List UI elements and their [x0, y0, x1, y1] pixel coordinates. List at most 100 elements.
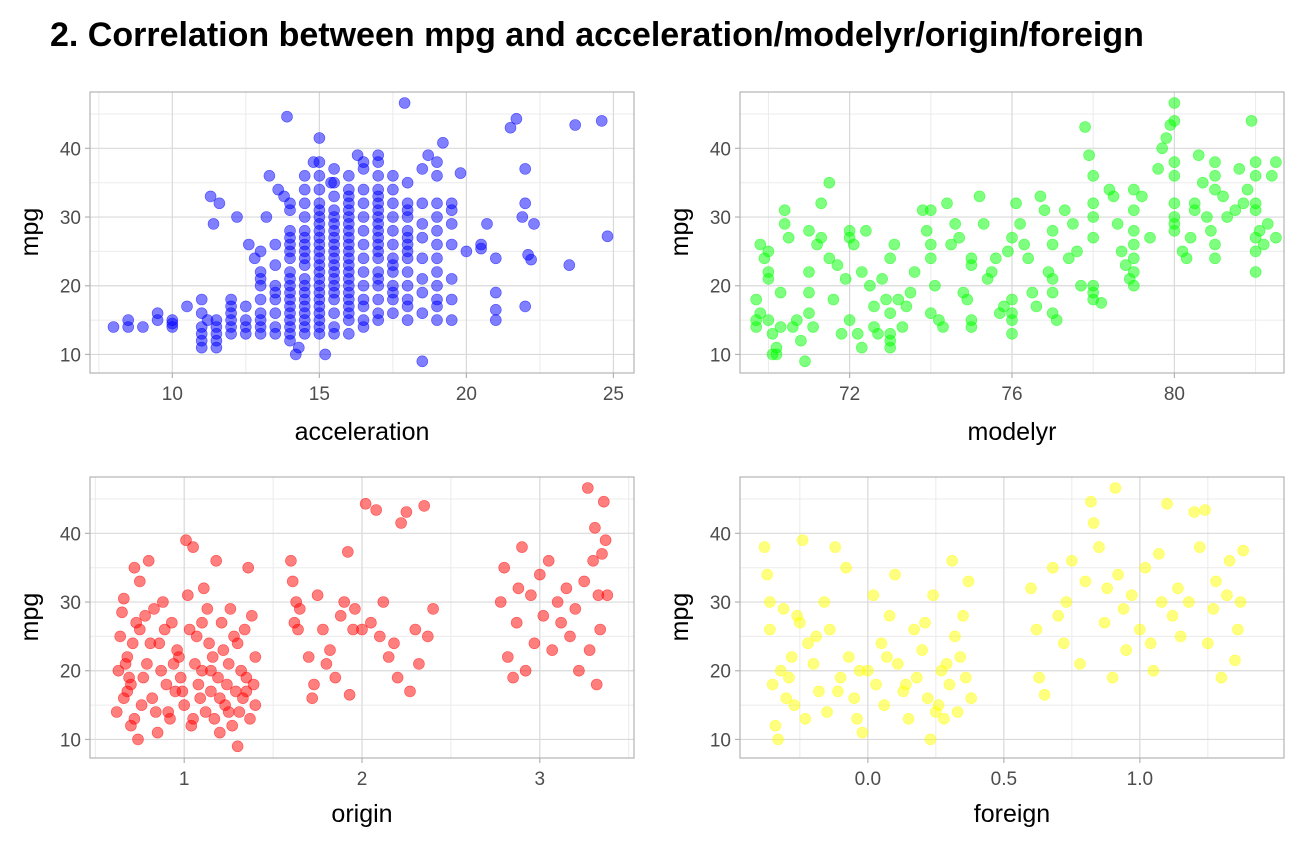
origin-point	[569, 603, 582, 615]
acceleration-point	[263, 170, 276, 182]
panel-modelyr: 72 76 80 10 20 30 40 modelyr mpg	[666, 91, 1285, 446]
acceleration-point	[431, 156, 443, 168]
modelyr-point	[1006, 327, 1018, 340]
origin-point	[324, 644, 336, 656]
origin-point	[206, 651, 219, 663]
origin-point	[142, 554, 155, 567]
origin-point	[205, 664, 217, 677]
acceleration-point	[416, 252, 429, 265]
acceleration-point	[328, 176, 340, 189]
modelyr-x-tick-label: 80	[1164, 384, 1185, 405]
modelyr-point	[847, 238, 860, 251]
origin-point	[150, 706, 162, 718]
acceleration-point	[269, 279, 282, 292]
origin-point	[343, 688, 356, 701]
acceleration-point	[569, 119, 582, 131]
modelyr-point	[924, 252, 937, 265]
origin-point	[240, 685, 253, 698]
modelyr-point	[1168, 225, 1181, 237]
modelyr-point	[1006, 231, 1018, 244]
modelyr-point	[884, 327, 897, 340]
modelyr-point	[949, 218, 962, 230]
foreign-point	[875, 637, 888, 650]
modelyr-point	[892, 293, 905, 306]
origin-point	[546, 644, 559, 656]
origin-point	[231, 637, 244, 650]
origin-point	[306, 692, 319, 705]
origin-point	[341, 546, 354, 558]
acceleration-point	[445, 293, 458, 306]
origin-y-tick-label: 10	[60, 730, 81, 751]
modelyr-point	[774, 286, 787, 299]
origin-point	[421, 630, 434, 643]
acceleration-point	[313, 170, 326, 182]
acceleration-point	[563, 259, 576, 271]
origin-point	[573, 664, 585, 677]
origin-point	[498, 561, 511, 574]
modelyr-point	[945, 238, 957, 251]
acceleration-point	[519, 300, 532, 313]
origin-point	[494, 596, 507, 608]
foreign-point	[951, 706, 964, 718]
acceleration-point	[195, 293, 208, 306]
foreign-point	[818, 596, 831, 608]
modelyr-point	[799, 355, 811, 368]
modelyr-point	[1168, 197, 1181, 210]
origin-point	[214, 692, 226, 705]
origin-point	[501, 651, 514, 663]
modelyr-point	[1152, 163, 1164, 175]
origin-point	[338, 596, 351, 608]
acceleration-x-tick-label: 10	[162, 384, 183, 405]
modelyr-point	[1209, 183, 1221, 196]
acceleration-point	[328, 163, 340, 175]
origin-point	[208, 712, 221, 725]
foreign-point	[1210, 575, 1222, 588]
modelyr-point	[929, 279, 941, 292]
acceleration-point	[445, 197, 458, 210]
origin-point	[418, 500, 431, 512]
foreign-point	[802, 637, 814, 650]
acceleration-point	[254, 307, 267, 320]
modelyr-y-axis-title: mpg	[666, 208, 694, 257]
modelyr-point	[1168, 97, 1181, 109]
modelyr-point	[750, 293, 763, 306]
origin-point	[599, 534, 612, 547]
origin-x-tick-label: 2	[357, 769, 368, 790]
modelyr-point	[888, 238, 901, 251]
foreign-point	[891, 658, 904, 670]
origin-point	[510, 616, 523, 629]
acceleration-point	[387, 170, 399, 182]
acceleration-point	[445, 238, 458, 251]
origin-point	[590, 678, 603, 691]
foreign-x-tick-label: 1.0	[1127, 769, 1153, 790]
foreign-x-tick-label: 0.5	[991, 769, 1017, 790]
origin-point	[240, 671, 253, 684]
modelyr-point	[1002, 245, 1014, 258]
foreign-y-tick-label: 30	[710, 593, 731, 614]
modelyr-point	[1249, 156, 1262, 168]
modelyr-point	[1071, 245, 1083, 258]
modelyr-point	[1095, 297, 1108, 309]
modelyr-point	[823, 176, 836, 189]
foreign-point	[1147, 664, 1160, 677]
acceleration-point	[254, 245, 267, 258]
modelyr-point	[1249, 204, 1262, 216]
modelyr-point	[1115, 245, 1128, 258]
origin-point	[587, 554, 599, 567]
foreign-point	[810, 630, 823, 643]
acceleration-point	[313, 183, 326, 196]
modelyr-point	[904, 286, 917, 299]
origin-point	[404, 685, 416, 698]
foreign-point	[793, 616, 806, 629]
acceleration-point	[516, 211, 529, 223]
foreign-point	[821, 706, 833, 718]
foreign-point	[921, 692, 934, 705]
modelyr-point	[762, 273, 775, 285]
modelyr-point	[1087, 231, 1099, 244]
foreign-point	[853, 664, 866, 677]
foreign-point	[834, 671, 847, 684]
modelyr-point	[884, 252, 897, 265]
origin-point	[242, 561, 254, 574]
origin-point	[359, 497, 372, 510]
foreign-point	[788, 699, 801, 711]
